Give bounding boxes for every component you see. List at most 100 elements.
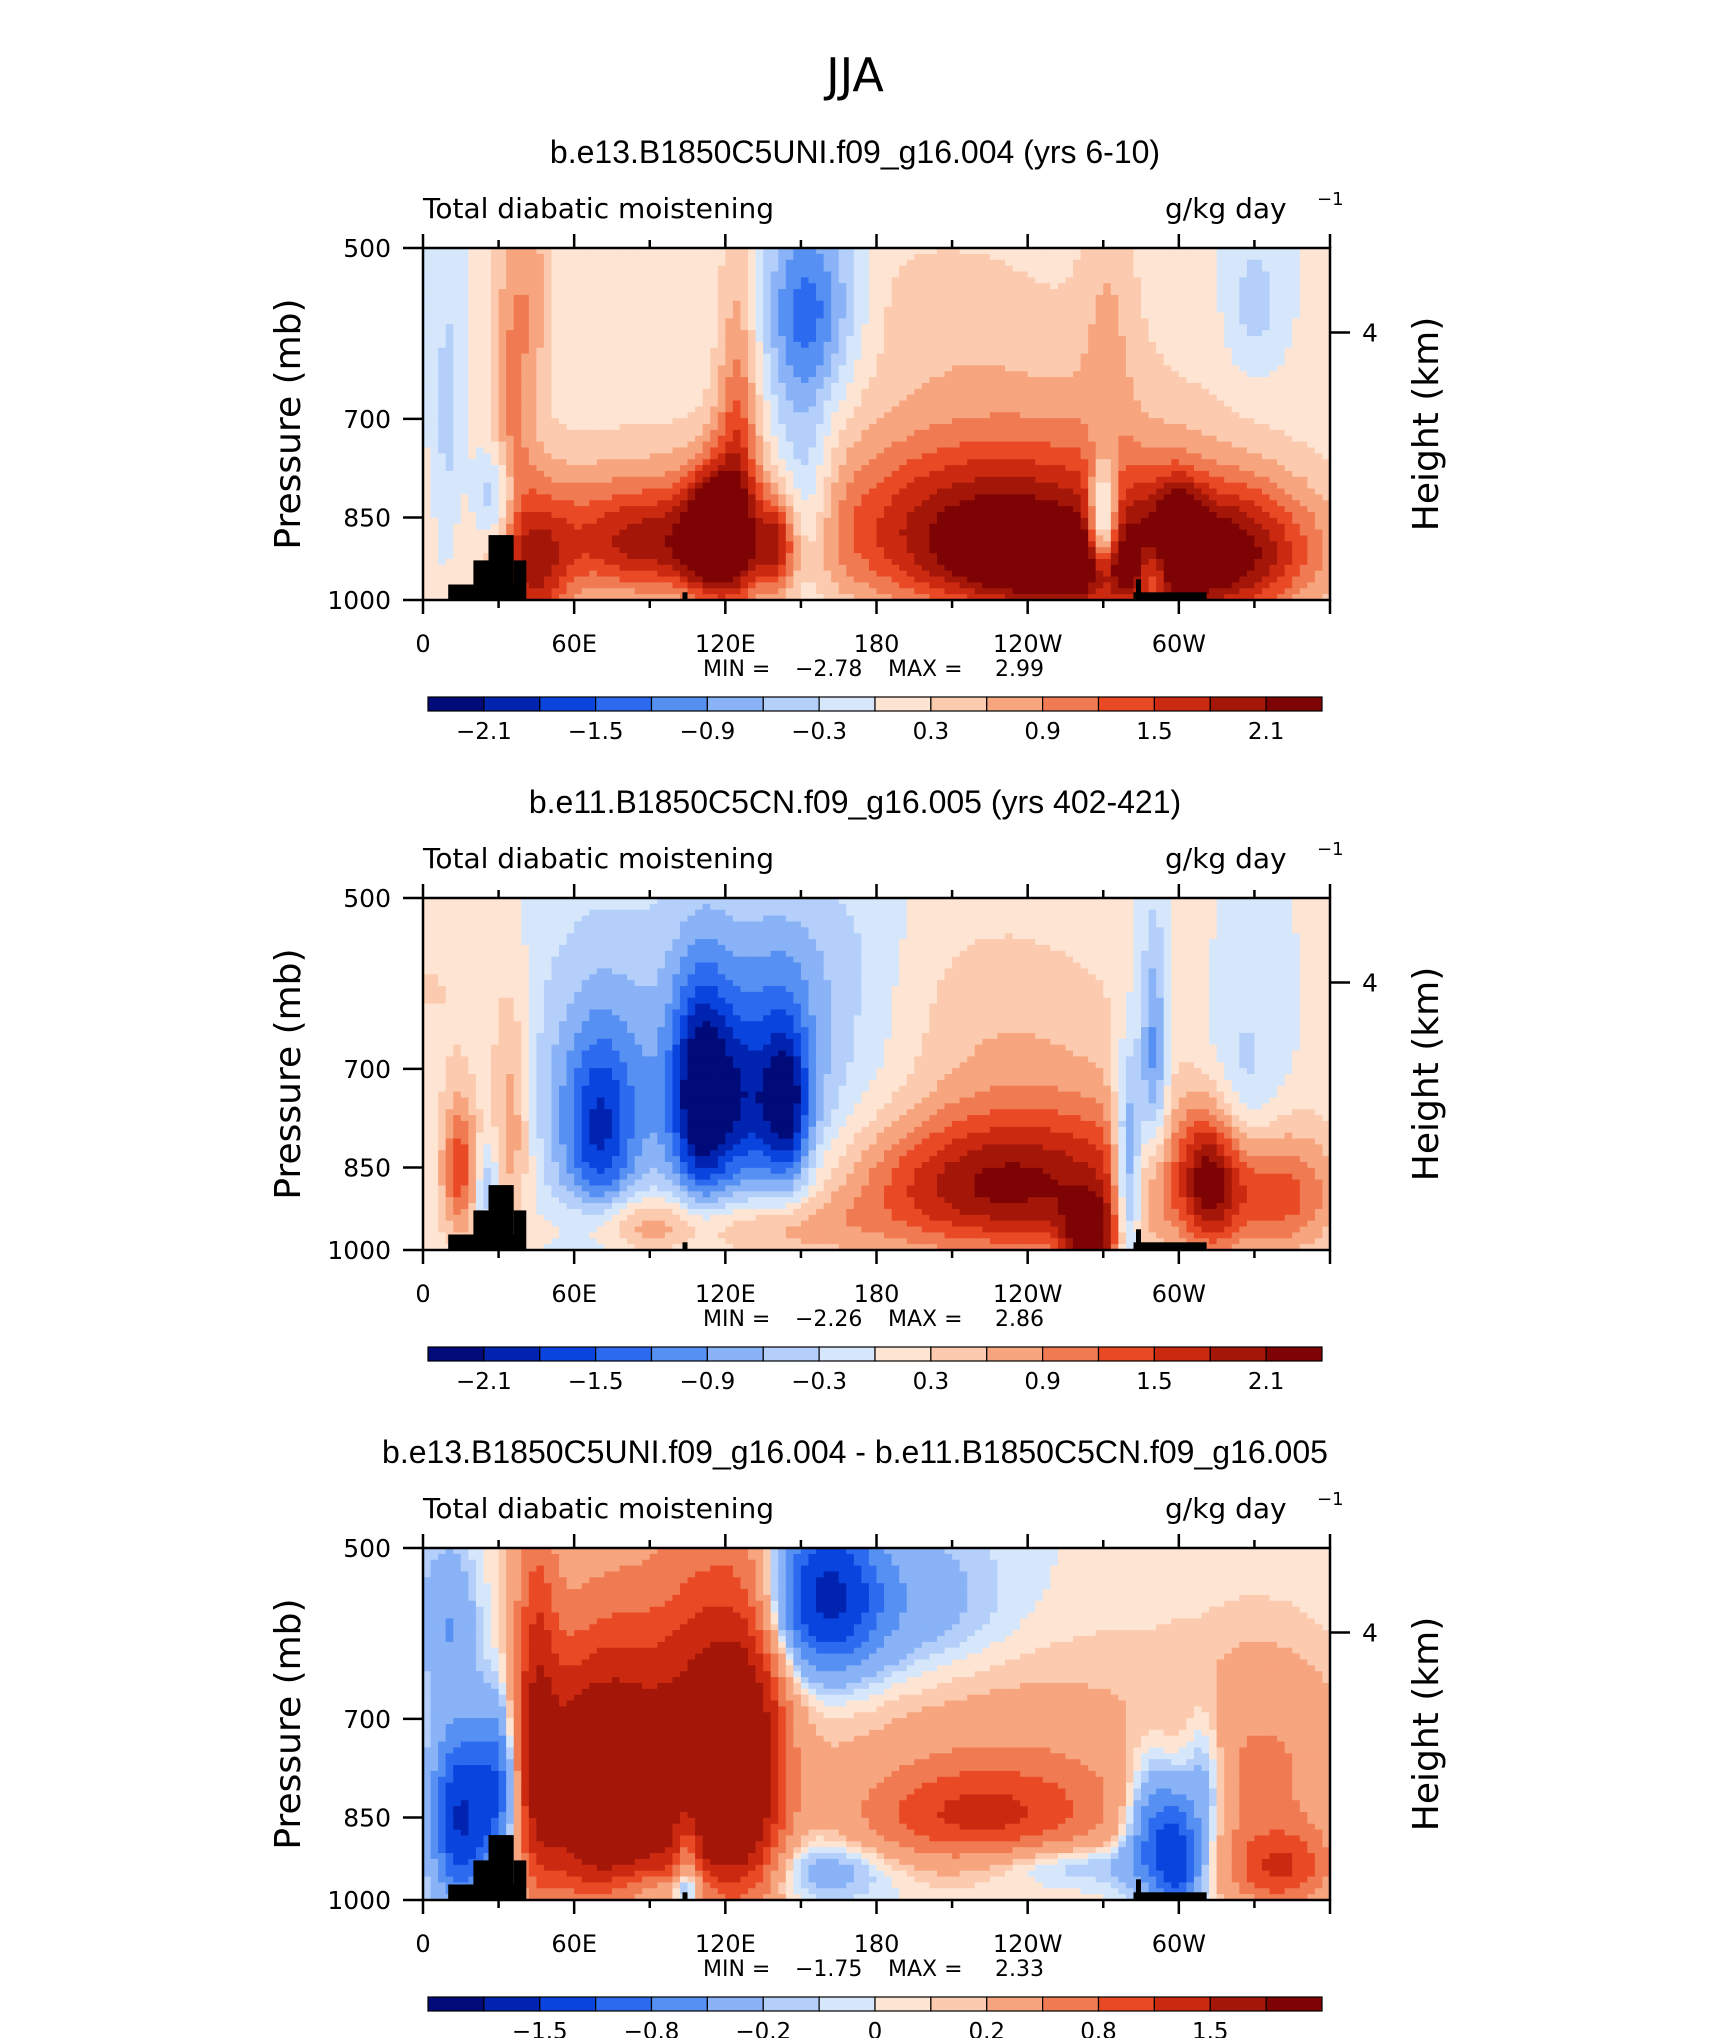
contour-cell — [619, 400, 628, 407]
contour-cell — [604, 382, 613, 390]
contour-cell — [634, 418, 643, 425]
contour-cell — [559, 406, 568, 413]
contour-cell — [1163, 400, 1172, 407]
contour-cell — [778, 324, 787, 331]
contour-cell — [944, 253, 953, 261]
contour-cell — [891, 289, 900, 296]
contour-cell — [1171, 453, 1180, 460]
contour-cell — [543, 265, 553, 273]
contour-cell — [596, 248, 605, 255]
contour-cell — [521, 271, 530, 278]
contour-cell — [1088, 306, 1097, 314]
contour-cell — [884, 482, 893, 490]
contour-cell — [1103, 330, 1112, 337]
contour-cell — [1163, 359, 1172, 366]
contour-cell — [664, 488, 674, 495]
contour-cell — [634, 248, 643, 255]
contour-cell — [702, 359, 711, 366]
contour-cell — [936, 365, 946, 372]
contour-cell — [929, 482, 938, 490]
contour-cell — [740, 294, 749, 302]
contour-cell — [816, 400, 825, 407]
contour-cell — [551, 318, 560, 325]
contour-cell — [634, 294, 643, 302]
contour-cell — [823, 341, 832, 349]
contour-cell — [1307, 324, 1316, 331]
contour-cell — [740, 324, 749, 331]
contour-cell — [1050, 294, 1059, 302]
contour-cell — [1201, 388, 1210, 396]
contour-cell — [1209, 265, 1218, 273]
contour-cell — [1246, 365, 1256, 372]
contour-cell — [785, 259, 794, 267]
contour-cell — [611, 271, 621, 278]
contour-cell — [1299, 476, 1308, 484]
contour-cell — [831, 365, 840, 372]
contour-cell — [423, 394, 432, 402]
contour-cell — [551, 312, 560, 319]
contour-cell — [1133, 271, 1142, 278]
contour-cell — [528, 318, 537, 325]
contour-cell — [755, 341, 764, 349]
contour-cell — [944, 277, 953, 284]
contour-cell — [1141, 406, 1150, 413]
contour-cell — [1186, 300, 1195, 308]
contour-cell — [778, 365, 787, 372]
contour-cell — [967, 388, 976, 396]
contour-cell — [1004, 470, 1014, 478]
contour-cell — [491, 265, 500, 273]
contour-cell — [627, 347, 636, 355]
contour-cell — [1118, 441, 1127, 449]
contour-cell — [929, 424, 938, 431]
contour-cell — [1156, 412, 1165, 419]
contour-cell — [498, 330, 507, 337]
contour-cell — [974, 265, 983, 273]
contour-cell — [861, 353, 870, 361]
contour-cell — [816, 283, 825, 290]
contour-cell — [1193, 418, 1203, 425]
contour-cell — [861, 482, 870, 490]
contour-cell — [543, 253, 553, 261]
contour-cell — [596, 259, 605, 267]
contour-cell — [468, 441, 477, 449]
contour-cell — [1042, 347, 1051, 355]
contour-cell — [1284, 283, 1293, 290]
contour-cell — [566, 265, 575, 273]
contour-cell — [929, 330, 938, 337]
contour-cell — [1193, 441, 1203, 449]
contour-cell — [748, 412, 757, 419]
contour-cell — [543, 283, 553, 290]
contour-cell — [1042, 476, 1051, 484]
contour-cell — [1269, 447, 1278, 454]
contour-cell — [453, 406, 462, 413]
contour-cell — [453, 300, 462, 308]
contour-cell — [445, 441, 454, 449]
contour-cell — [1178, 400, 1187, 407]
contour-cell — [1224, 300, 1233, 308]
contour-cell — [1216, 359, 1225, 366]
contour-cell — [468, 324, 477, 331]
contour-cell — [1027, 341, 1036, 349]
contour-cell — [506, 476, 515, 484]
contour-cell — [695, 388, 704, 396]
contour-cell — [559, 259, 568, 267]
contour-cell — [596, 336, 605, 343]
contour-cell — [611, 377, 621, 384]
contour-cell — [1239, 259, 1248, 267]
contour-cell — [1035, 259, 1044, 267]
contour-cell — [1073, 418, 1082, 425]
contour-cell — [823, 482, 832, 490]
contour-cell — [1193, 312, 1203, 319]
contour-cell — [596, 289, 605, 296]
contour-cell — [770, 412, 779, 419]
contour-cell — [657, 248, 666, 255]
contour-cell — [1178, 253, 1187, 261]
contour-cell — [1133, 394, 1142, 402]
contour-cell — [808, 265, 817, 273]
contour-cell — [581, 418, 590, 425]
contour-cell — [1156, 265, 1165, 273]
contour-cell — [1110, 294, 1119, 302]
contour-cell — [1027, 324, 1036, 331]
contour-cell — [536, 377, 545, 384]
contour-cell — [695, 482, 704, 490]
